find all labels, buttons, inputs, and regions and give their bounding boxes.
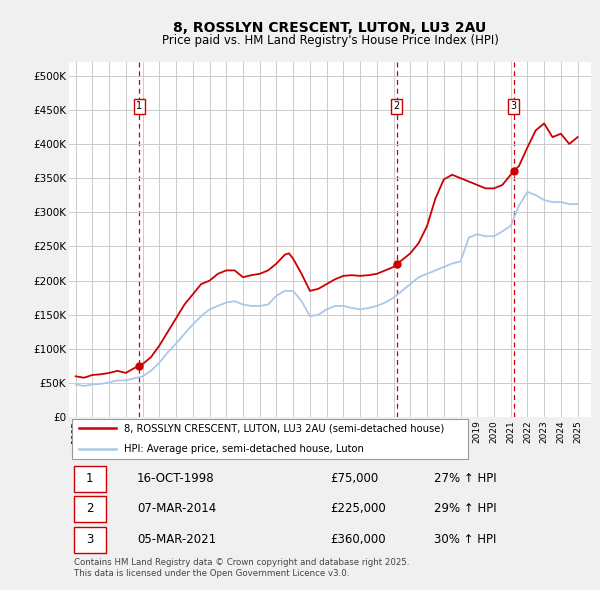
FancyBboxPatch shape bbox=[74, 496, 106, 522]
Text: £225,000: £225,000 bbox=[330, 503, 386, 516]
Text: £360,000: £360,000 bbox=[330, 533, 386, 546]
Text: 1: 1 bbox=[136, 101, 142, 112]
Text: 07-MAR-2014: 07-MAR-2014 bbox=[137, 503, 216, 516]
Text: 16-OCT-1998: 16-OCT-1998 bbox=[137, 472, 214, 485]
Text: 2: 2 bbox=[86, 503, 94, 516]
Text: 8, ROSSLYN CRESCENT, LUTON, LU3 2AU (semi-detached house): 8, ROSSLYN CRESCENT, LUTON, LU3 2AU (sem… bbox=[124, 423, 444, 433]
Text: 3: 3 bbox=[511, 101, 517, 112]
Text: HPI: Average price, semi-detached house, Luton: HPI: Average price, semi-detached house,… bbox=[124, 444, 364, 454]
Text: 1: 1 bbox=[86, 472, 94, 485]
Text: Contains HM Land Registry data © Crown copyright and database right 2025.
This d: Contains HM Land Registry data © Crown c… bbox=[74, 558, 410, 578]
FancyBboxPatch shape bbox=[74, 527, 106, 553]
Text: 30% ↑ HPI: 30% ↑ HPI bbox=[434, 533, 497, 546]
Text: Price paid vs. HM Land Registry's House Price Index (HPI): Price paid vs. HM Land Registry's House … bbox=[161, 34, 499, 47]
FancyBboxPatch shape bbox=[74, 466, 106, 491]
Text: 8, ROSSLYN CRESCENT, LUTON, LU3 2AU: 8, ROSSLYN CRESCENT, LUTON, LU3 2AU bbox=[173, 21, 487, 35]
Text: £75,000: £75,000 bbox=[330, 472, 378, 485]
Text: 05-MAR-2021: 05-MAR-2021 bbox=[137, 533, 216, 546]
Text: 27% ↑ HPI: 27% ↑ HPI bbox=[434, 472, 497, 485]
Text: 2: 2 bbox=[394, 101, 400, 112]
Text: 3: 3 bbox=[86, 533, 94, 546]
FancyBboxPatch shape bbox=[71, 419, 469, 459]
Text: 29% ↑ HPI: 29% ↑ HPI bbox=[434, 503, 497, 516]
